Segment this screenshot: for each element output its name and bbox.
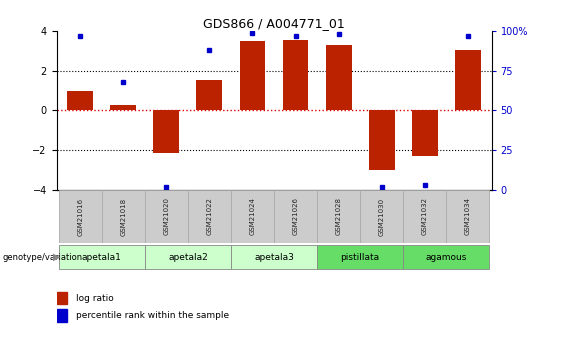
- Text: GSM21028: GSM21028: [336, 197, 342, 236]
- Bar: [231, 190, 274, 243]
- Text: GSM21030: GSM21030: [379, 197, 385, 236]
- Bar: [197, 80, 223, 110]
- Bar: [403, 245, 489, 269]
- Bar: [110, 106, 136, 110]
- Text: GSM21026: GSM21026: [293, 197, 298, 236]
- Bar: [231, 245, 317, 269]
- Bar: [59, 190, 102, 243]
- Bar: [154, 110, 179, 153]
- Bar: [145, 190, 188, 243]
- Bar: [56, 292, 67, 304]
- Text: pistillata: pistillata: [341, 253, 380, 262]
- Bar: [188, 190, 231, 243]
- Bar: [145, 245, 231, 269]
- Bar: [59, 245, 145, 269]
- Text: apetala3: apetala3: [254, 253, 294, 262]
- Text: apetala1: apetala1: [82, 253, 121, 262]
- Text: GSM21024: GSM21024: [250, 198, 255, 235]
- Text: ▶: ▶: [53, 252, 60, 262]
- Text: GSM21034: GSM21034: [465, 197, 471, 236]
- Bar: [403, 190, 446, 243]
- Bar: [67, 90, 93, 110]
- Text: percentile rank within the sample: percentile rank within the sample: [76, 311, 229, 320]
- Bar: [317, 245, 403, 269]
- Text: GSM21032: GSM21032: [422, 197, 428, 236]
- Text: apetala2: apetala2: [168, 253, 208, 262]
- Text: GSM21020: GSM21020: [163, 197, 170, 236]
- Bar: [369, 110, 394, 170]
- Bar: [274, 190, 317, 243]
- Bar: [455, 50, 481, 110]
- Text: agamous: agamous: [425, 253, 467, 262]
- Bar: [360, 190, 403, 243]
- Text: log ratio: log ratio: [76, 294, 114, 303]
- Bar: [446, 190, 489, 243]
- Bar: [412, 110, 438, 156]
- Bar: [240, 41, 266, 110]
- Bar: [102, 190, 145, 243]
- Title: GDS866 / A004771_01: GDS866 / A004771_01: [203, 17, 345, 30]
- Bar: [317, 190, 360, 243]
- Text: GSM21018: GSM21018: [120, 197, 126, 236]
- Text: GSM21022: GSM21022: [206, 198, 212, 235]
- Bar: [56, 309, 67, 322]
- Text: GSM21016: GSM21016: [77, 197, 83, 236]
- Bar: [325, 45, 351, 110]
- Bar: [282, 40, 308, 110]
- Text: genotype/variation: genotype/variation: [3, 253, 83, 262]
